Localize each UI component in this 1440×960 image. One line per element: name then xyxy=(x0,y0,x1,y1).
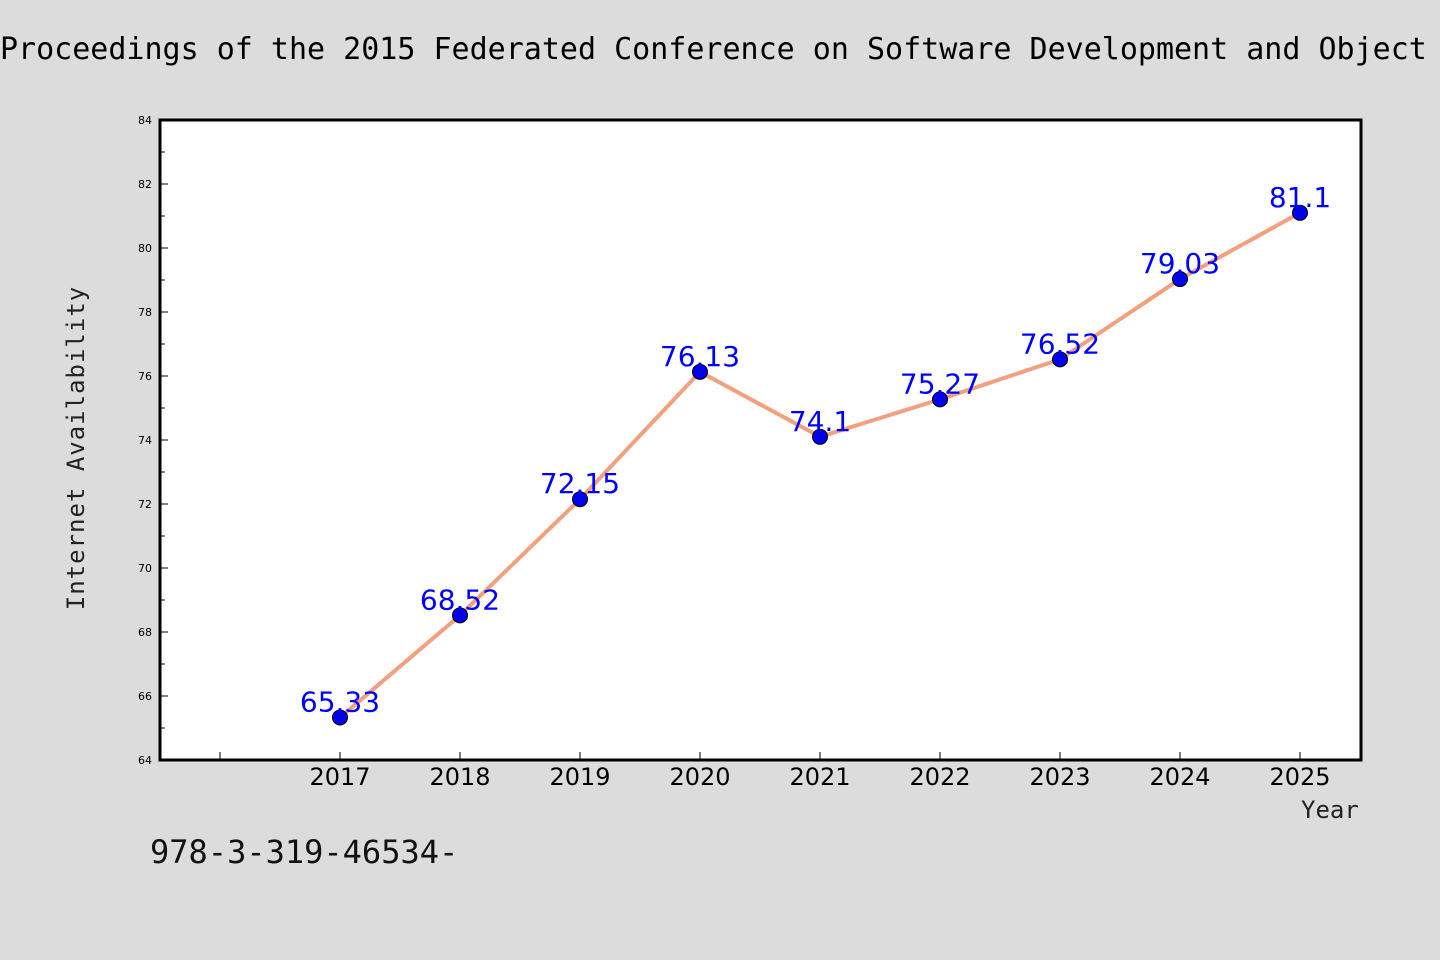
data-label: 65.33 xyxy=(300,685,380,718)
data-point xyxy=(1052,351,1068,368)
y-tick-label: 64 xyxy=(138,754,152,767)
x-axis-label: Year xyxy=(1301,796,1359,824)
x-tick-label: 2017 xyxy=(309,763,370,791)
data-label: 68.52 xyxy=(420,583,500,616)
data-point xyxy=(332,709,348,726)
x-tick-label: 2025 xyxy=(1269,763,1330,791)
y-tick-label: 78 xyxy=(138,306,152,319)
x-tick-label: 2019 xyxy=(549,763,610,791)
x-tick-label: 2018 xyxy=(429,763,490,791)
data-label: 76.52 xyxy=(1020,327,1100,360)
y-tick-label: 66 xyxy=(138,690,152,703)
plot-area xyxy=(158,118,1363,762)
y-tick-label: 70 xyxy=(138,562,152,575)
data-point xyxy=(692,363,708,380)
footnote-isbn: 978-3-319-46534- xyxy=(150,833,459,871)
data-point xyxy=(812,428,828,445)
data-label: 74.1 xyxy=(789,405,851,438)
x-tick-label: 2023 xyxy=(1029,763,1090,791)
y-tick-label: 80 xyxy=(138,242,152,255)
data-point xyxy=(932,391,948,408)
y-tick-label: 74 xyxy=(138,434,152,447)
y-tick-label: 72 xyxy=(138,498,152,511)
x-tick-label: 2020 xyxy=(669,763,730,791)
data-point xyxy=(1292,204,1308,221)
chart-title: Proceedings of the 2015 Federated Confer… xyxy=(0,32,1427,67)
data-point xyxy=(1172,271,1188,288)
data-label: 79.03 xyxy=(1140,247,1220,280)
data-label: 75.27 xyxy=(900,367,980,400)
x-tick-label: 2022 xyxy=(909,763,970,791)
data-point xyxy=(572,491,588,508)
y-tick-label: 76 xyxy=(138,370,152,383)
x-tick-label: 2021 xyxy=(789,763,850,791)
y-tick-label: 68 xyxy=(138,626,152,639)
data-label: 76.13 xyxy=(660,340,740,373)
data-point xyxy=(452,607,468,624)
y-tick-label: 84 xyxy=(138,114,152,127)
data-label: 72.15 xyxy=(540,467,620,500)
y-tick-label: 82 xyxy=(138,178,152,191)
data-label: 81.1 xyxy=(1269,181,1331,214)
x-tick-label: 2024 xyxy=(1149,763,1210,791)
